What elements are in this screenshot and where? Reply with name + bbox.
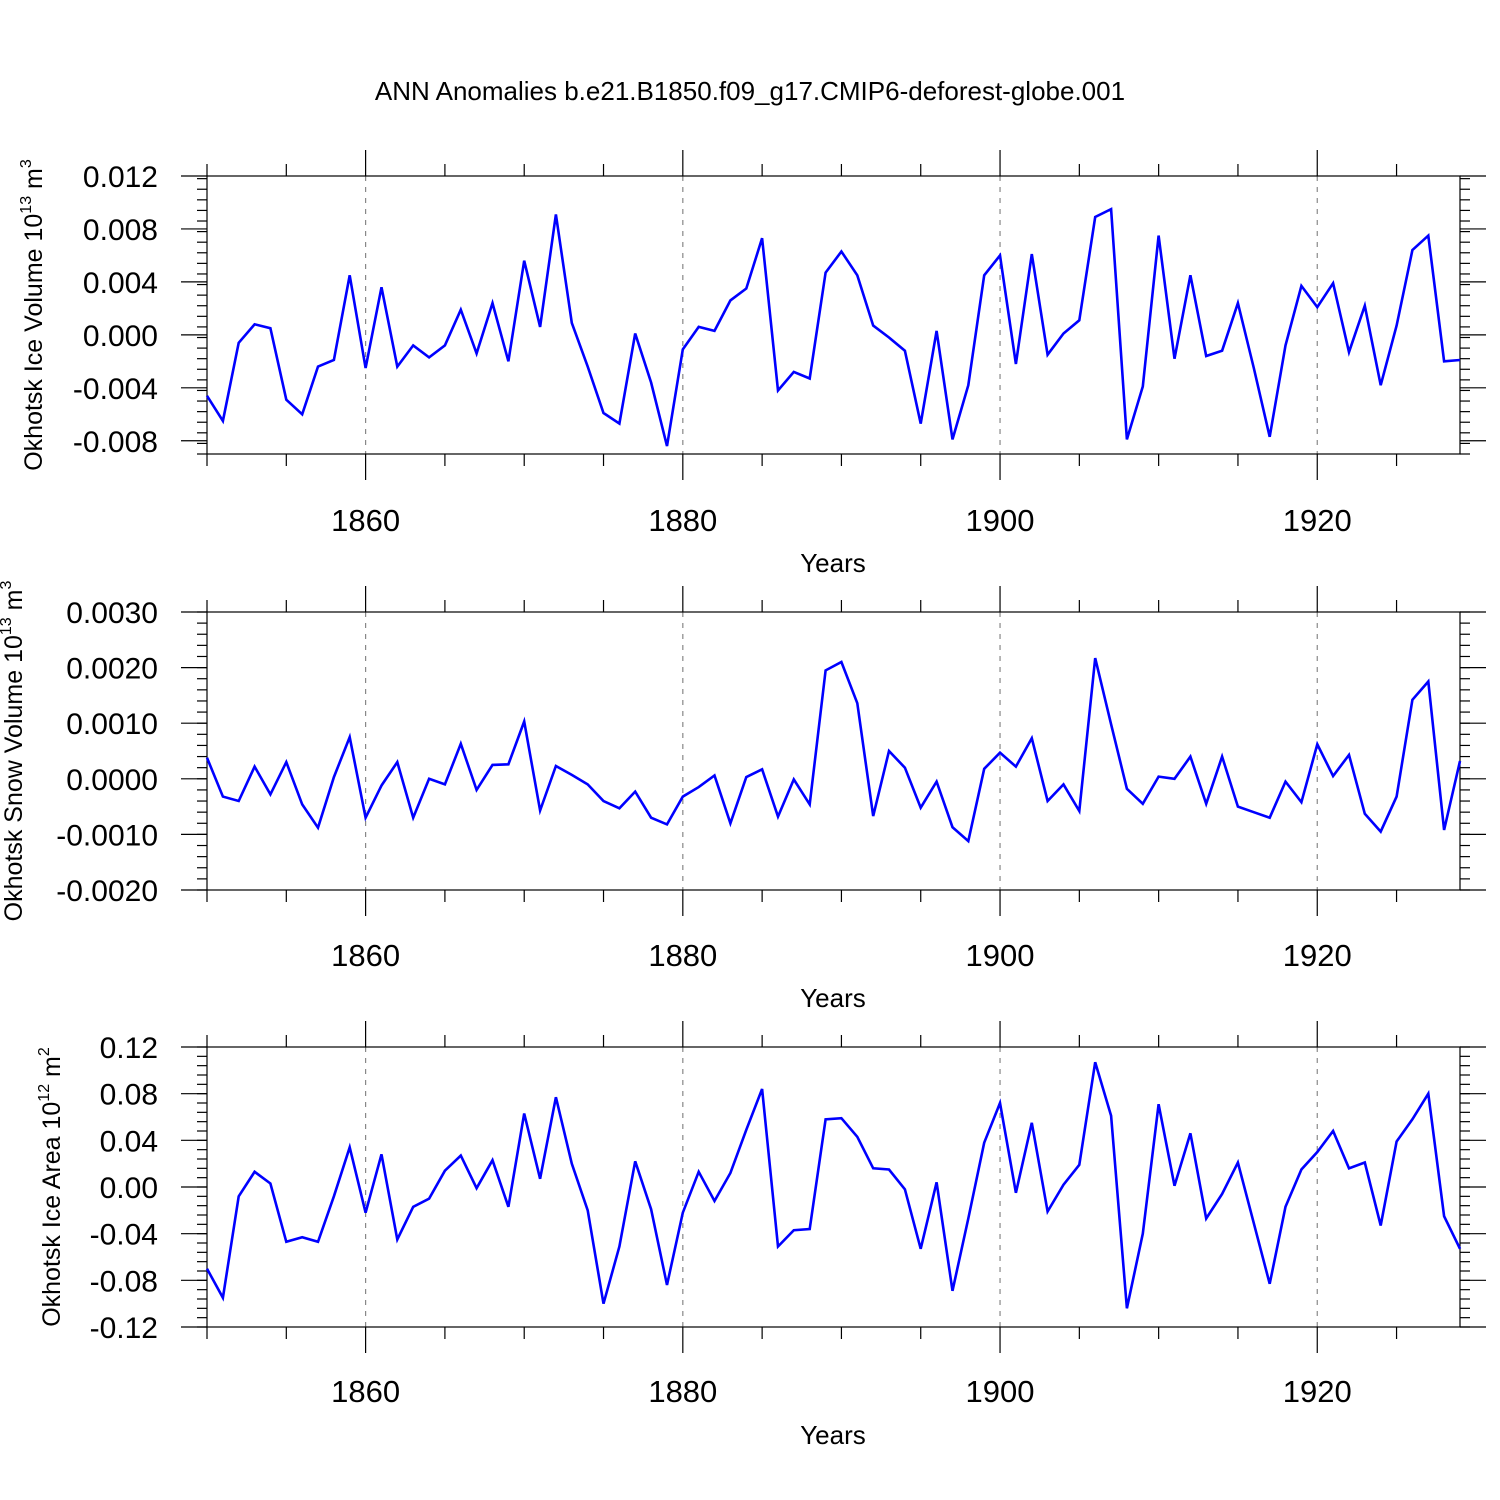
y-tick-label: 0.000 (83, 320, 158, 353)
y-tick-label: 0.012 (83, 161, 158, 194)
x-tick-label: 1920 (1283, 503, 1352, 538)
y-tick-label: -0.04 (90, 1219, 158, 1252)
x-tick-label: 1900 (966, 938, 1035, 973)
y-tick-label: 0.12 (100, 1032, 158, 1065)
y-tick-label: -0.0010 (56, 819, 158, 852)
x-tick-label: 1860 (331, 503, 400, 538)
x-tick-label: 1880 (648, 503, 717, 538)
y-axis-label: Okhotsk Ice Volume 1013 m3 (18, 159, 48, 471)
y-axis-label: Okhotsk Snow Volume 1013 m3 (0, 581, 28, 922)
y-tick-label: 0.0000 (66, 764, 158, 797)
y-tick-label: 0.00 (100, 1172, 158, 1205)
x-tick-label: 1860 (331, 938, 400, 973)
y-tick-label: -0.0020 (56, 875, 158, 908)
y-tick-label: -0.12 (90, 1312, 158, 1345)
plot-frame (206, 611, 1461, 891)
y-tick-label: 0.0030 (66, 597, 158, 630)
series-line (205, 657, 1462, 844)
series-line (205, 207, 1461, 447)
x-tick-label: 1900 (966, 1374, 1035, 1409)
panel-2: -0.0020 -0.0010 0.0000 0.0010 0.0020 0.0030 18… (0, 581, 1486, 1013)
plot-frame (206, 175, 1461, 455)
x-axis-label: Years (800, 1420, 866, 1450)
y-axis-label: Okhotsk Ice Area 1012 m2 (36, 1047, 66, 1327)
y-tick-label: -0.004 (73, 373, 158, 406)
y-tick-label: -0.08 (90, 1265, 158, 1298)
series-line (205, 1061, 1462, 1309)
y-tick-label: 0.0010 (66, 708, 158, 741)
x-axis-label: Years (800, 983, 866, 1013)
y-tick-label: 0.008 (83, 214, 158, 247)
x-tick-label: 1920 (1283, 1374, 1352, 1409)
y-tick-label: 0.004 (83, 267, 158, 300)
x-tick-label: 1880 (648, 1374, 717, 1409)
panel-1: -0.008 -0.004 0.000 0.004 0.008 0.012 1860 1880… (18, 150, 1486, 578)
y-tick-label: 0.04 (100, 1125, 158, 1158)
panel-3: -0.12 -0.08 -0.04 0.00 0.04 0.08 0.12 1860 1880 1… (36, 1021, 1486, 1450)
figure-title: ANN Anomalies b.e21.B1850.f09_g17.CMIP6-… (375, 76, 1125, 106)
plot-frame (206, 1046, 1461, 1328)
y-tick-label: 0.08 (100, 1079, 158, 1112)
panels: -0.008 -0.004 0.000 0.004 0.008 0.012 1860 1880… (0, 150, 1486, 1450)
x-tick-label: 1880 (648, 938, 717, 973)
x-tick-label: 1920 (1283, 938, 1352, 973)
x-axis-label: Years (800, 548, 866, 578)
y-tick-label: -0.008 (73, 426, 158, 459)
y-tick-label: 0.0020 (66, 653, 158, 686)
x-tick-label: 1900 (966, 503, 1035, 538)
x-tick-label: 1860 (331, 1374, 400, 1409)
